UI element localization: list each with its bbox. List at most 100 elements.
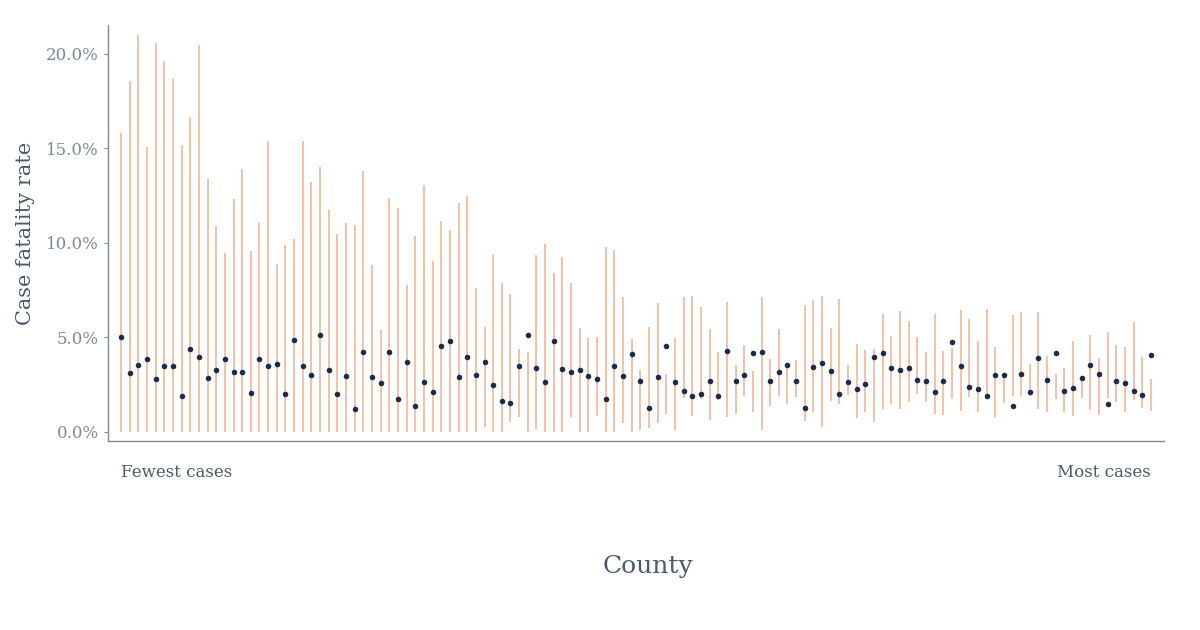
Point [535,377,554,387]
Point [812,358,832,368]
Point [492,396,511,406]
Point [1063,383,1082,393]
Point [588,374,607,384]
Point [700,376,719,386]
Point [371,378,390,388]
Point [995,370,1014,380]
Point [258,361,277,371]
Point [804,362,823,372]
Point [432,341,451,352]
Point [181,345,200,355]
Point [120,369,139,379]
Point [562,367,581,377]
Point [1055,386,1074,396]
Point [1090,369,1109,379]
Point [467,370,486,380]
Point [890,365,910,375]
Point [206,365,226,375]
Point [596,394,616,404]
Text: County: County [602,556,694,578]
Point [691,389,710,399]
Point [769,367,788,377]
Point [882,363,901,373]
Point [734,370,754,380]
Point [847,384,866,394]
Point [864,352,883,362]
Point [899,364,918,374]
Point [379,347,398,357]
Point [718,346,737,356]
Point [284,335,304,345]
Point [778,360,797,370]
Point [457,352,476,362]
Point [917,376,936,386]
Point [709,391,728,401]
Point [406,401,425,411]
Point [224,367,244,377]
Point [761,376,780,386]
Point [622,350,641,360]
Point [839,377,858,387]
Point [250,353,269,364]
Point [362,372,382,382]
Point [137,354,156,364]
Point [354,347,373,357]
Point [985,370,1004,380]
Point [640,403,659,413]
Point [510,361,529,371]
Point [319,365,338,375]
Point [1046,348,1066,358]
Point [336,371,355,381]
Point [449,372,468,382]
Point [112,331,131,341]
Point [328,389,347,399]
Point [656,341,676,352]
Point [796,403,815,413]
Point [1141,350,1160,360]
Point [1020,387,1039,397]
Point [977,391,996,401]
Text: Most cases: Most cases [1057,464,1151,481]
Point [1106,375,1126,386]
Point [631,376,650,386]
Point [198,372,217,382]
Point [925,387,944,397]
Point [648,372,667,382]
Point [1028,353,1048,363]
Point [484,380,503,390]
Point [960,382,979,392]
Point [1124,386,1144,396]
Point [1012,369,1031,379]
Point [752,346,772,357]
Point [786,376,805,386]
Point [422,387,442,397]
Point [578,371,598,381]
Point [674,386,694,396]
Point [241,387,260,398]
Point [527,364,546,374]
Point [233,367,252,377]
Point [146,374,166,384]
Point [1116,379,1135,389]
Point [163,362,182,372]
Text: Fewest cases: Fewest cases [121,464,233,481]
Point [1081,360,1100,370]
Point [500,398,520,408]
Point [414,377,433,387]
Point [276,389,295,399]
Point [293,361,312,371]
Point [968,384,988,394]
Point [934,376,953,386]
Point [821,366,840,376]
Point [613,371,632,381]
Point [155,361,174,371]
Point [518,329,538,340]
Point [726,377,745,387]
Point [1098,399,1117,410]
Y-axis label: Case fatality rate: Case fatality rate [16,142,35,324]
Point [830,389,850,399]
Point [128,360,148,370]
Point [570,365,589,375]
Point [683,391,702,401]
Point [302,370,322,381]
